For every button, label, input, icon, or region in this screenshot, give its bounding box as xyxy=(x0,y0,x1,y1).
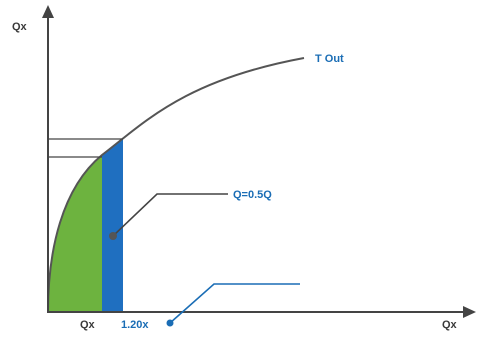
green-area xyxy=(48,155,102,312)
x-axis-arrow xyxy=(463,306,476,318)
x-axis-label: Qx xyxy=(442,319,458,331)
y-axis-label: Qx xyxy=(12,21,28,33)
callout-line xyxy=(112,193,228,237)
callout-marker xyxy=(109,232,117,240)
curve-label: T Out xyxy=(315,53,344,65)
x-tick-label-120x: 1.20x xyxy=(121,319,149,331)
y-axis-arrow xyxy=(42,5,54,18)
pointer-line xyxy=(169,283,300,324)
pointer-marker xyxy=(166,319,174,327)
blue-band xyxy=(102,139,123,312)
x-tick-label-qx: Qx xyxy=(80,319,96,331)
callout-label: Q=0.5Q xyxy=(233,189,272,201)
t-out-curve xyxy=(47,57,305,313)
